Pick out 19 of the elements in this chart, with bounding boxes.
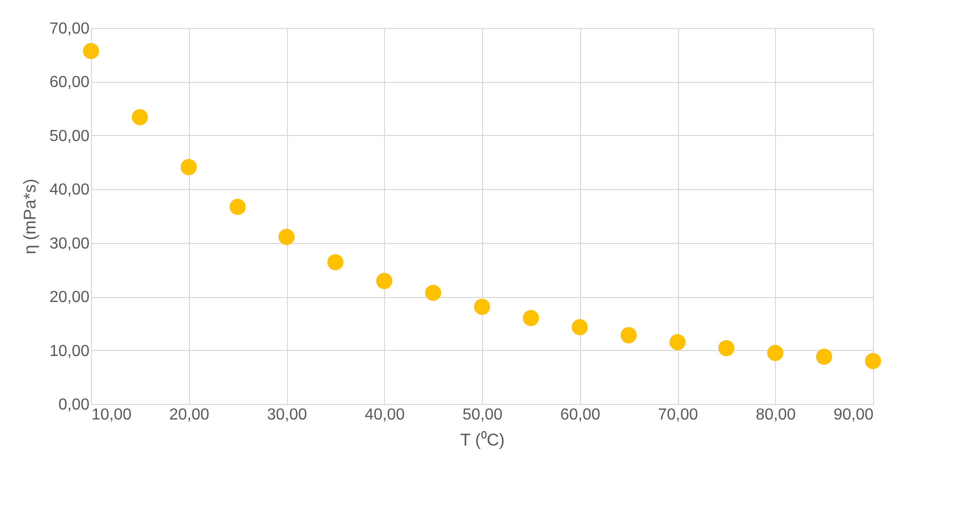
y-tick-label: 70,00 bbox=[49, 20, 90, 38]
x-tick-label: 60,00 bbox=[560, 406, 600, 424]
x-tick-label: 90,00 bbox=[833, 406, 874, 424]
x-tick-label: 40,00 bbox=[364, 406, 405, 424]
x-tick-label: 30,00 bbox=[266, 406, 308, 424]
y-tick-label: 20,00 bbox=[49, 289, 90, 306]
y-tick-label: 10,00 bbox=[49, 342, 90, 360]
y-tick-label: 50,00 bbox=[49, 128, 90, 145]
x-tick-label: 70,00 bbox=[658, 406, 698, 424]
x-tick-label: 10,00 bbox=[92, 406, 132, 424]
x-tick-label: 20,00 bbox=[169, 406, 210, 424]
x-tick-label: 80,00 bbox=[756, 406, 796, 424]
y-tick-label: 40,00 bbox=[49, 182, 90, 199]
y-tick-label: 30,00 bbox=[49, 235, 90, 252]
x-tick-label: 50,00 bbox=[462, 406, 503, 424]
y-tick-label: 60,00 bbox=[49, 74, 90, 92]
x-axis-title: T (⁰C) bbox=[460, 430, 505, 450]
y-tick-label: 0,00 bbox=[58, 396, 90, 414]
y-axis-title: η (mPa*s) bbox=[20, 178, 40, 254]
